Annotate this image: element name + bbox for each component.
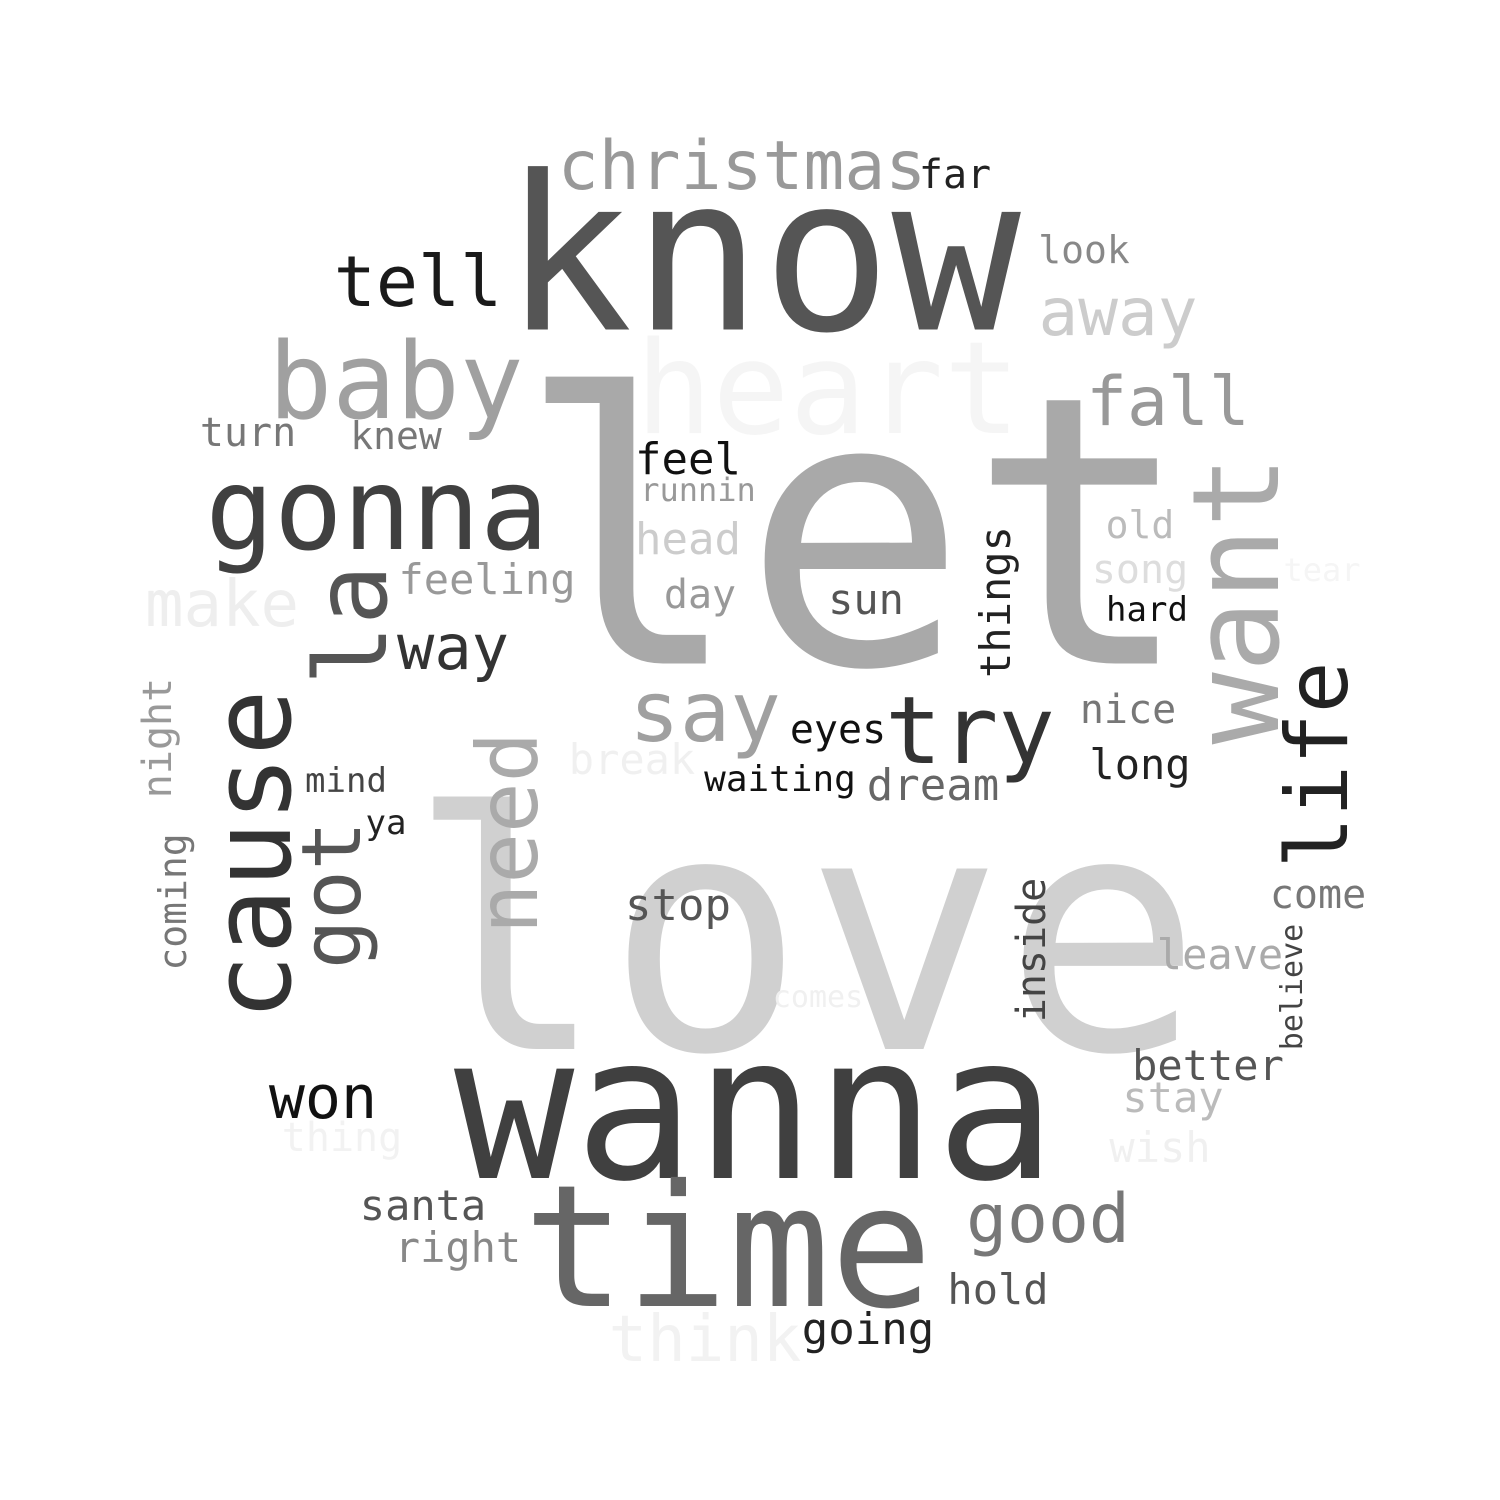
- word-life: life: [1268, 661, 1368, 869]
- word-dream: dream: [866, 760, 1000, 811]
- word-nice: nice: [1079, 687, 1177, 733]
- word-know: know: [503, 129, 1021, 381]
- word-inside: inside: [1009, 877, 1055, 1023]
- word-song: song: [1091, 547, 1189, 593]
- word-won: won: [268, 1063, 378, 1133]
- word-try: try: [885, 677, 1055, 786]
- word-old: old: [1105, 503, 1175, 547]
- word-knew: knew: [350, 414, 442, 458]
- word-tear: tear: [1283, 551, 1361, 589]
- word-better: better: [1132, 1041, 1284, 1090]
- word-got: got: [285, 820, 380, 970]
- word-eyes: eyes: [789, 707, 887, 753]
- word-wish: wish: [1109, 1123, 1211, 1172]
- word-heart: heart: [635, 315, 1021, 464]
- word-make: make: [144, 568, 300, 642]
- word-head: head: [635, 514, 741, 565]
- word-things: things: [971, 526, 1020, 678]
- word-think: think: [608, 1303, 802, 1377]
- word-christmas: christmas: [557, 127, 927, 206]
- word-wanna: wanna: [453, 993, 1057, 1226]
- word-hold: hold: [947, 1265, 1049, 1314]
- word-runnin: runnin: [640, 471, 756, 509]
- word-far: far: [918, 152, 992, 198]
- word-night: night: [135, 677, 181, 799]
- word-day: day: [663, 572, 737, 618]
- word-coming: coming: [151, 833, 195, 971]
- word-say: say: [629, 663, 781, 761]
- word-need: need: [459, 731, 557, 935]
- word-baby: baby: [268, 320, 524, 443]
- word-mind: mind: [305, 761, 387, 801]
- word-fall: fall: [1086, 363, 1250, 442]
- word-sun: sun: [828, 575, 904, 624]
- word-love: love: [407, 743, 1203, 1127]
- word-time: time: [523, 1149, 933, 1347]
- word-way: way: [397, 611, 509, 684]
- word-away: away: [1038, 274, 1198, 351]
- word-waiting: waiting: [704, 759, 856, 800]
- word-la: la: [293, 564, 410, 686]
- word-tell: tell: [333, 241, 503, 323]
- word-stay: stay: [1122, 1073, 1224, 1122]
- word-right: right: [394, 1223, 522, 1272]
- word-believe: believe: [1275, 923, 1310, 1051]
- word-break: break: [568, 735, 696, 784]
- word-look: look: [1038, 228, 1130, 272]
- word-come: come: [1269, 872, 1367, 918]
- word-going: going: [801, 1304, 935, 1355]
- word-santa: santa: [359, 1181, 487, 1230]
- word-thing: thing: [281, 1115, 403, 1161]
- word-let: let: [516, 316, 1194, 753]
- word-turn: turn: [199, 410, 297, 456]
- word-ya: ya: [365, 803, 407, 843]
- word-good: good: [966, 1180, 1130, 1259]
- word-stop: stop: [625, 880, 731, 931]
- word-leave: leave: [1156, 930, 1284, 979]
- word-long: long: [1089, 740, 1191, 789]
- word-comes: comes: [772, 980, 864, 1015]
- word-gonna: gonna: [205, 443, 549, 576]
- word-feel: feel: [635, 434, 741, 485]
- word-feeling: feeling: [398, 555, 576, 604]
- word-hard: hard: [1106, 590, 1188, 630]
